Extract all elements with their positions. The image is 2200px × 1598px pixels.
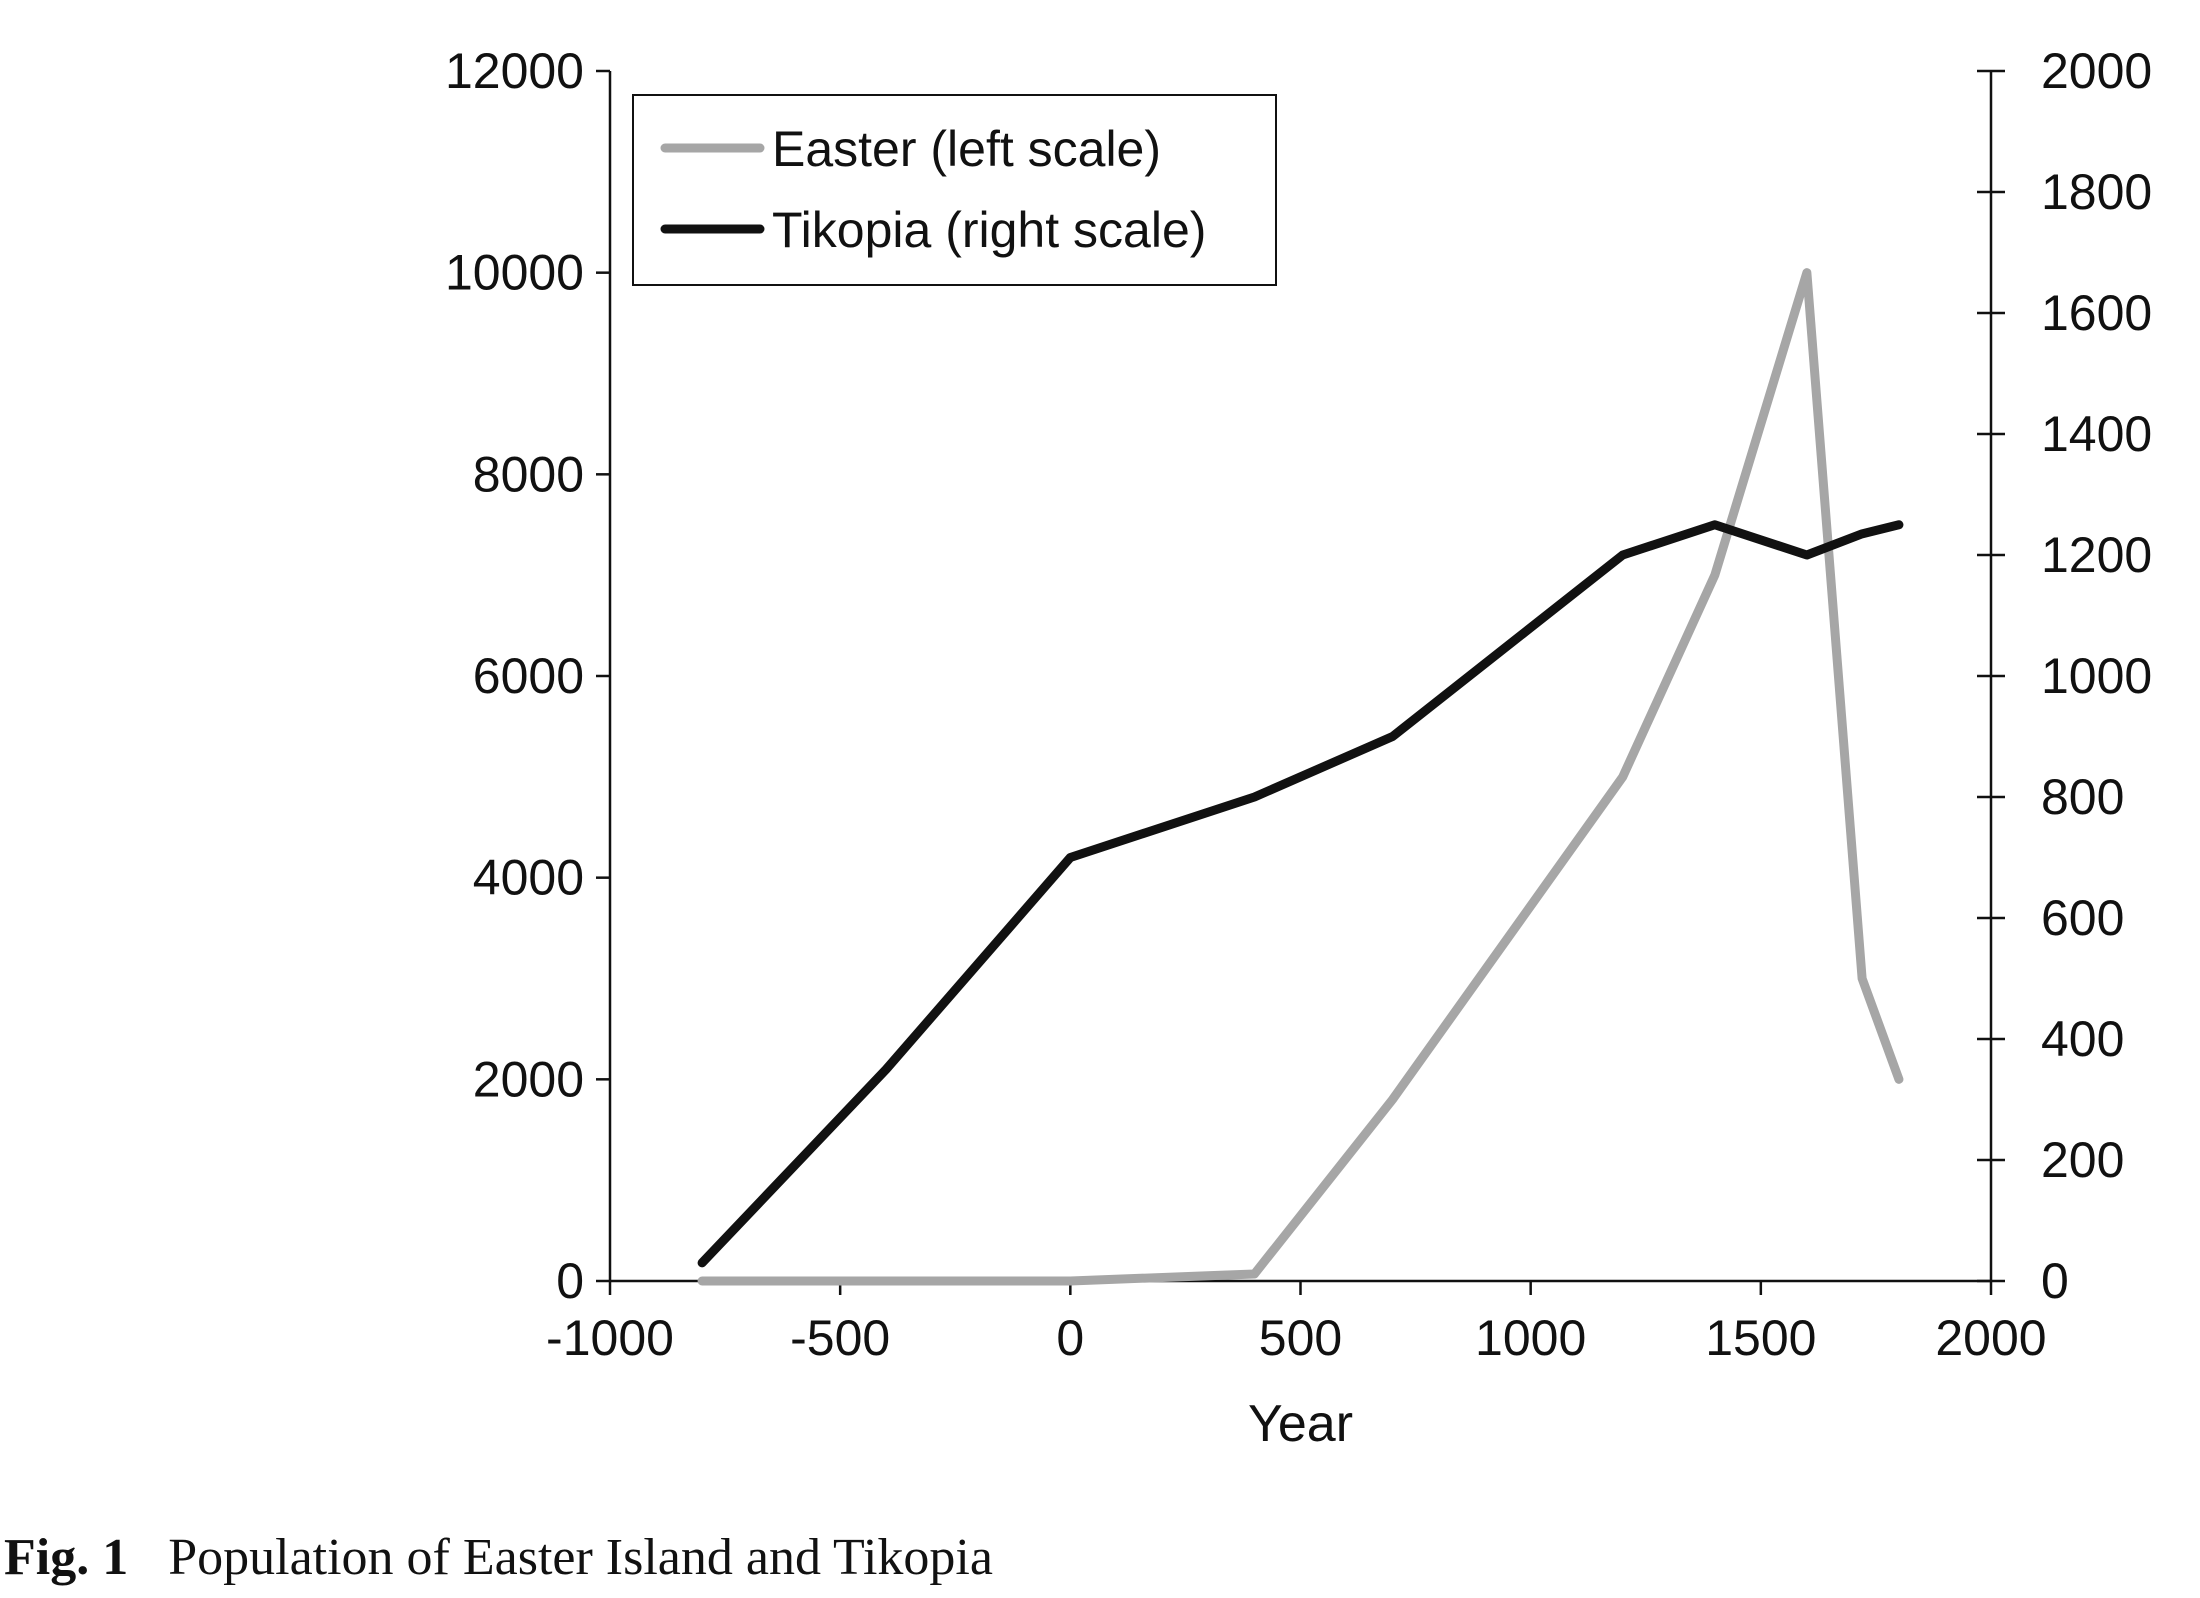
- x-tick-label: 500: [1259, 1310, 1342, 1366]
- chart: -1000 -500 0 500 1000 1500 2000020004000600080…: [445, 43, 2152, 1453]
- y-left-tick-label: 12000: [445, 43, 584, 99]
- legend-label: Easter (left scale): [772, 121, 1161, 177]
- caption-label: Fig. 1: [4, 1529, 129, 1586]
- y-right-tick-label: 1600: [2041, 285, 2152, 341]
- y-right-tick-label: 0: [2041, 1253, 2069, 1309]
- x-tick-label: 1000: [1475, 1310, 1586, 1366]
- x-tick-label: 0: [1056, 1310, 1084, 1366]
- y-left-tick-label: 6000: [473, 648, 584, 704]
- caption-text: Population of Easter Island and Tikopia: [168, 1529, 993, 1586]
- y-right-tick-label: 2000: [2041, 43, 2152, 99]
- figure-caption: Fig. 1 Population of Easter Island and Ti…: [4, 1528, 993, 1587]
- x-tick-label: -1000: [546, 1310, 674, 1366]
- y-right-tick-label: 1800: [2041, 164, 2152, 220]
- x-tick-label: 1500: [1705, 1310, 1816, 1366]
- legend-label: Tikopia (right scale): [772, 202, 1206, 258]
- x-tick-label: 2000: [1935, 1310, 2046, 1366]
- y-left-tick-label: 2000: [473, 1051, 584, 1107]
- x-tick-label: -500: [790, 1310, 890, 1366]
- y-left-tick-label: 8000: [473, 446, 584, 502]
- y-right-tick-label: 800: [2041, 769, 2124, 825]
- y-right-tick-label: 1200: [2041, 527, 2152, 583]
- y-right-tick-label: 1000: [2041, 648, 2152, 704]
- series-line-tikopia: [697, 520, 1904, 1268]
- legend-box: [632, 94, 1277, 286]
- y-right-tick-label: 200: [2041, 1132, 2124, 1188]
- y-left-tick-label: 0: [556, 1253, 584, 1309]
- y-right-tick-label: 1400: [2041, 406, 2152, 462]
- y-left-tick-label: 4000: [473, 850, 584, 906]
- y-right-tick-label: 400: [2041, 1011, 2124, 1067]
- y-right-tick-label: 600: [2041, 890, 2124, 946]
- y-left-tick-label: 10000: [445, 245, 584, 301]
- x-axis-label: Year: [1248, 1395, 1353, 1453]
